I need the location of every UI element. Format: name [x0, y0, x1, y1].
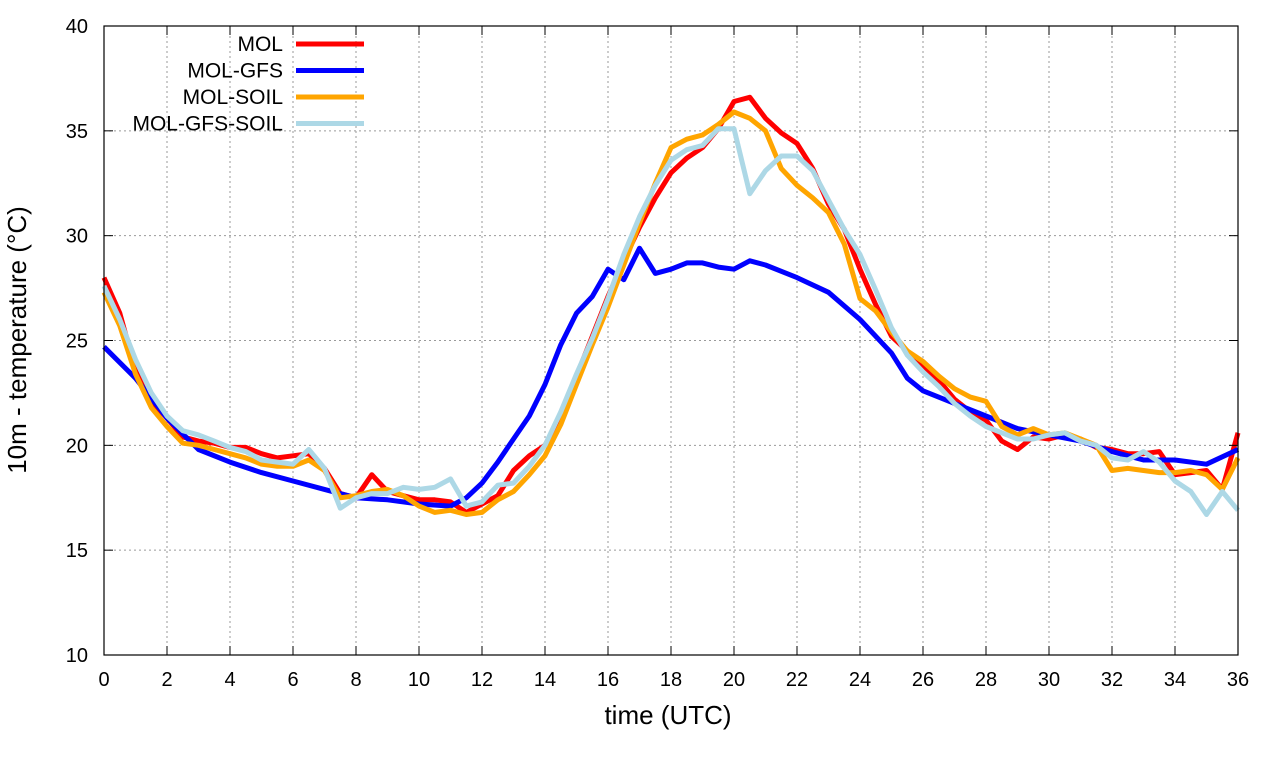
y-axis-ticks: 10 15 20 25 30 35 40	[66, 16, 1238, 667]
grid	[104, 26, 1238, 655]
legend-label-mol-soil: MOL-SOIL	[183, 86, 283, 109]
x-tick-label: 14	[534, 669, 556, 691]
y-tick-label: 15	[66, 540, 88, 562]
y-tick-label: 40	[66, 16, 88, 38]
y-tick-label: 20	[66, 435, 88, 457]
x-tick-label: 10	[408, 669, 430, 691]
y-axis-title: 10m - temperature (°C)	[2, 206, 32, 474]
legend: MOL MOL-GFS MOL-SOIL MOL-GFS-SOIL	[132, 33, 364, 136]
legend-label-mol-gfs: MOL-GFS	[187, 60, 283, 83]
x-tick-label: 16	[597, 669, 619, 691]
x-tick-label: 12	[471, 669, 493, 691]
x-tick-label: 2	[161, 669, 172, 691]
x-tick-label: 28	[975, 669, 997, 691]
y-tick-label: 30	[66, 226, 88, 248]
x-tick-label: 20	[723, 669, 745, 691]
series-line-mol	[101, 94, 1241, 515]
x-tick-label: 6	[287, 669, 298, 691]
legend-label-mol: MOL	[237, 33, 283, 56]
y-tick-label: 10	[66, 645, 88, 667]
y-tick-label: 35	[66, 121, 88, 143]
x-tick-label: 26	[912, 669, 934, 691]
legend-label-mol-gfs-soil: MOL-GFS-SOIL	[132, 113, 283, 136]
x-tick-label: 18	[660, 669, 682, 691]
x-tick-label: 34	[1164, 669, 1186, 691]
x-tick-label: 4	[224, 669, 235, 691]
x-axis-ticks: 0 2 4 6 8 10 12 14 16 18 20 22 24 26 28 30 32 34 36	[98, 26, 1249, 691]
x-tick-label: 0	[98, 669, 109, 691]
x-tick-label: 32	[1101, 669, 1123, 691]
y-tick-label: 25	[66, 331, 88, 353]
x-tick-label: 30	[1038, 669, 1060, 691]
series-line-mol-gfs-soil	[101, 126, 1240, 517]
x-tick-label: 24	[849, 669, 871, 691]
x-axis-title: time (UTC)	[604, 700, 731, 730]
x-tick-label: 22	[786, 669, 808, 691]
x-tick-label: 8	[350, 669, 361, 691]
series-lines	[101, 94, 1241, 517]
x-tick-label: 36	[1227, 669, 1249, 691]
